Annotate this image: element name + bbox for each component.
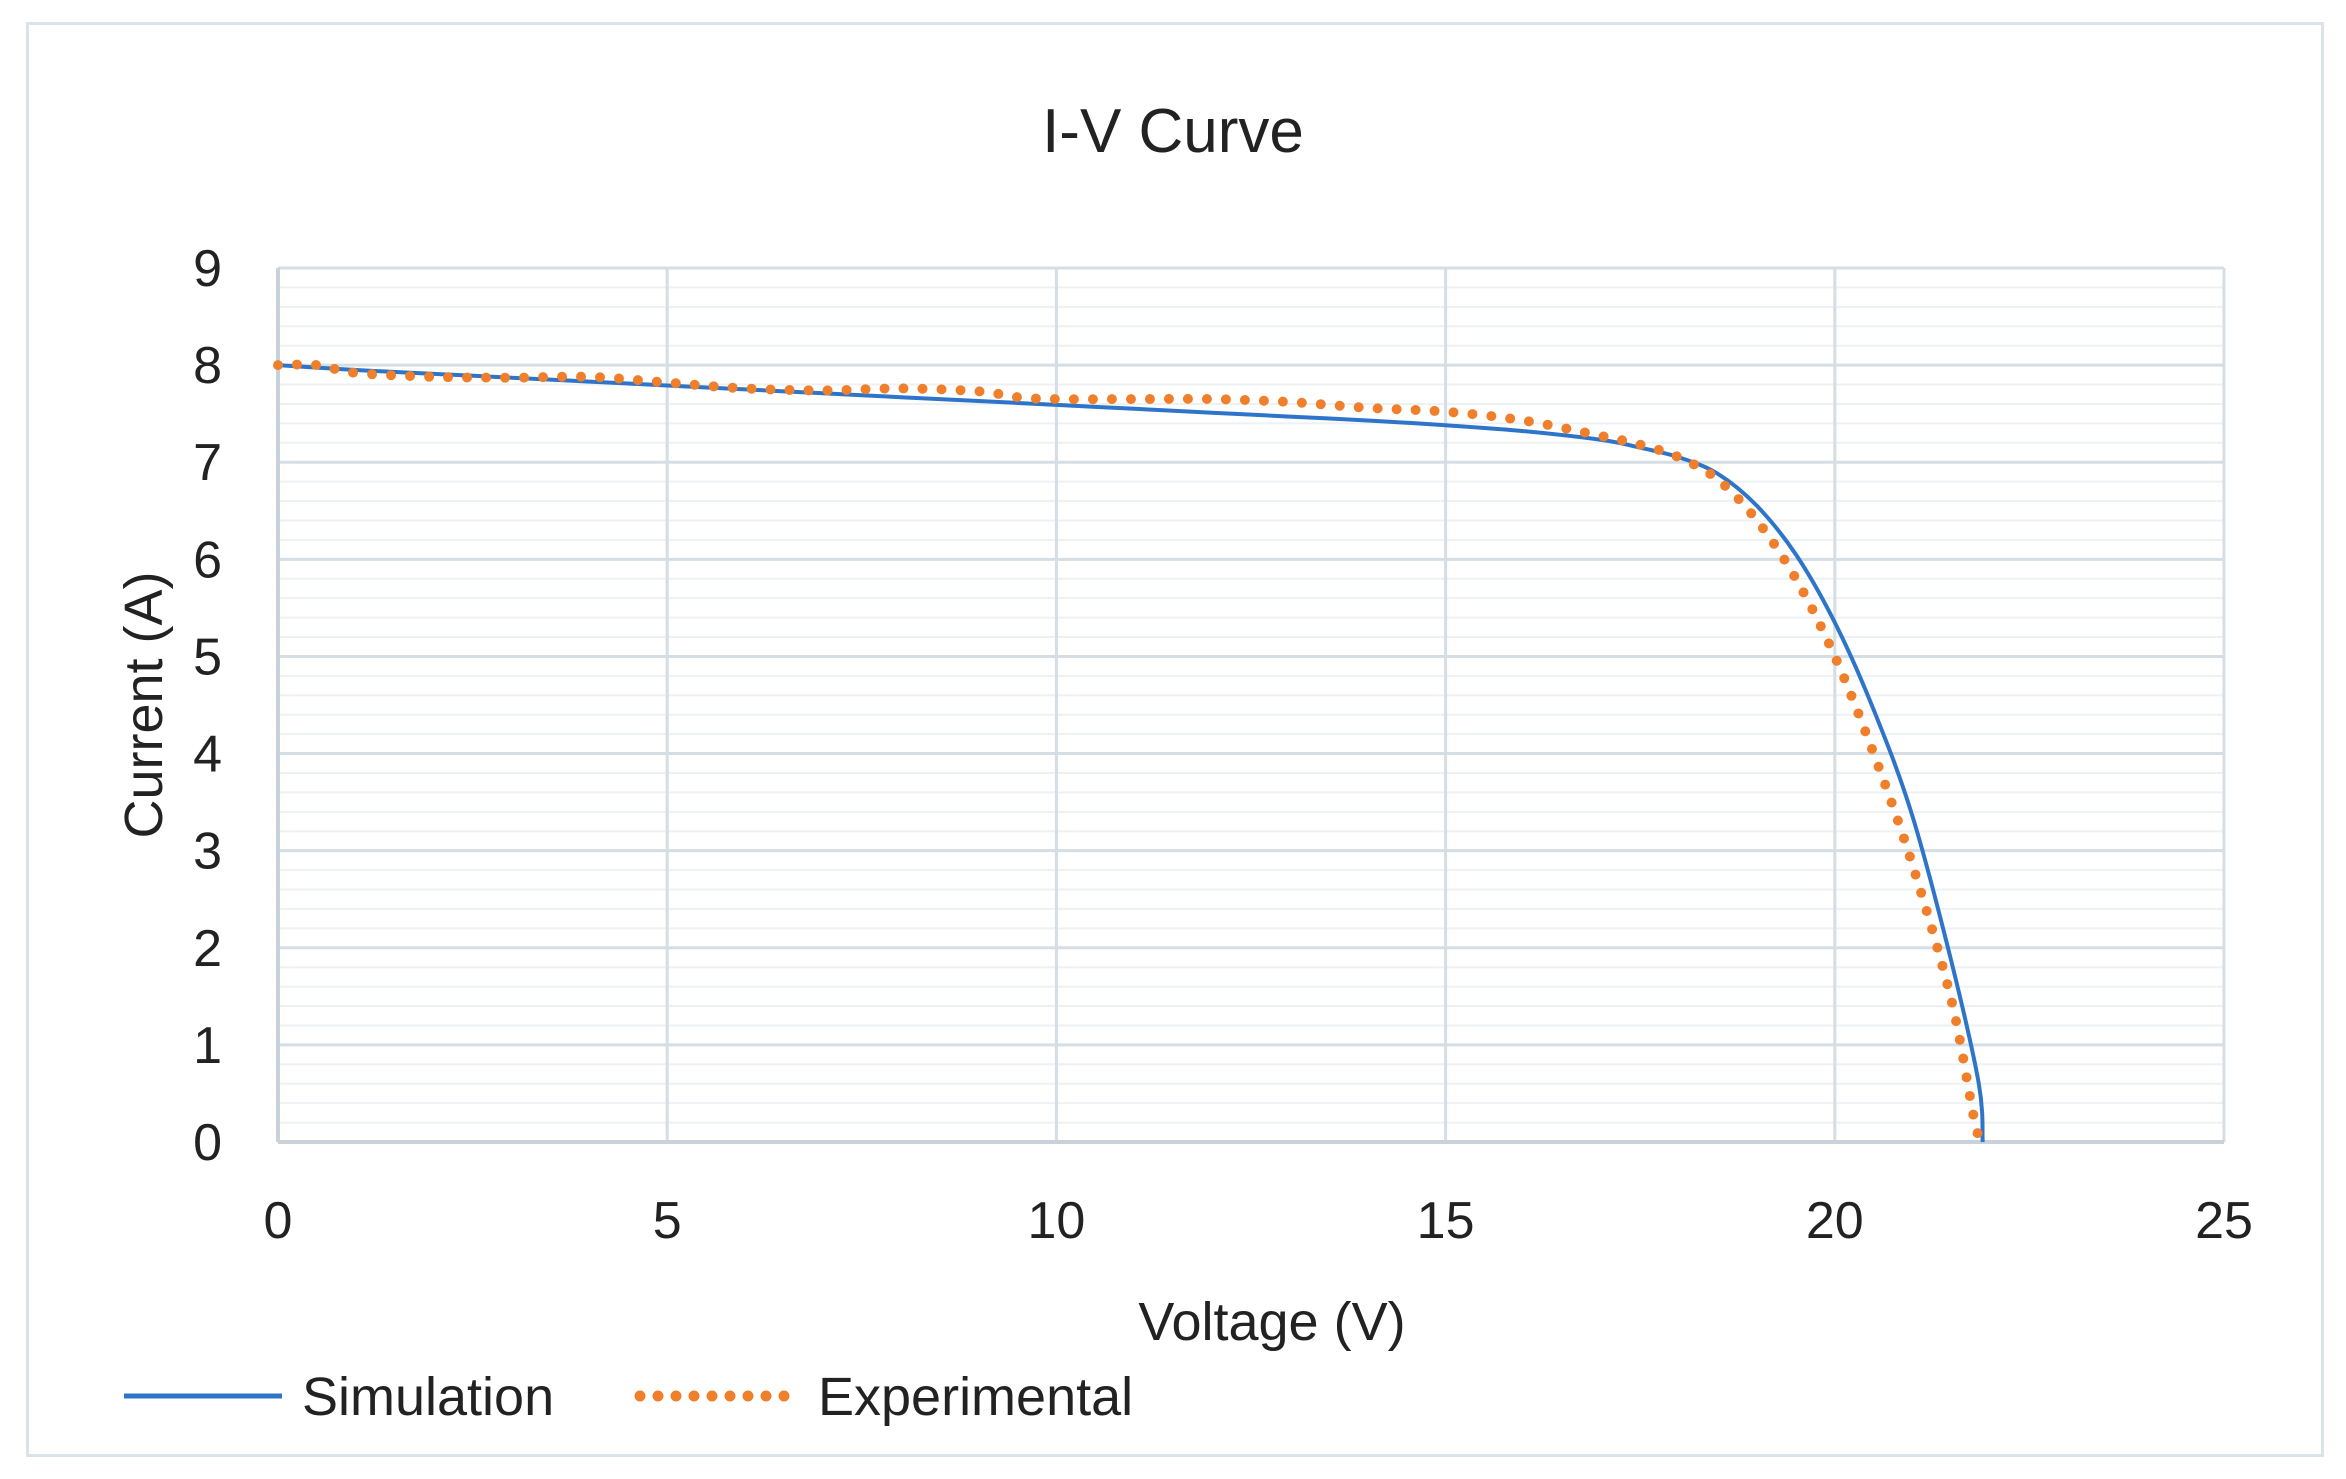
x-tick-label: 20 <box>1806 1192 1864 1250</box>
legend: Simulation Experimental <box>124 1367 1133 1427</box>
minor-gridlines <box>278 286 2224 1124</box>
y-tick-label: 5 <box>193 628 222 686</box>
series-layer <box>273 359 1988 1147</box>
y-axis-title: Current (A) <box>114 571 174 838</box>
plot-background <box>278 268 2224 1142</box>
chart-title: I-V Curve <box>1042 97 1304 166</box>
x-axis-title: Voltage (V) <box>1138 1292 1405 1352</box>
plot-area <box>273 266 2226 1147</box>
y-tick-label: 4 <box>193 726 222 784</box>
legend-item-simulation: Simulation <box>124 1367 554 1427</box>
y-tick-label: 3 <box>193 823 222 881</box>
y-tick-label: 7 <box>193 434 222 492</box>
x-tick-label: 15 <box>1417 1192 1475 1250</box>
y-tick-label: 8 <box>193 337 222 395</box>
series-line-experimental <box>273 359 1988 1147</box>
y-tick-label: 6 <box>193 531 222 589</box>
x-axis-tick-labels: 0 5 10 15 20 25 <box>264 1192 2253 1250</box>
y-tick-label: 9 <box>193 240 222 298</box>
legend-label-simulation: Simulation <box>302 1367 554 1427</box>
x-tick-label: 0 <box>264 1192 293 1250</box>
legend-item-experimental: Experimental <box>634 1367 1133 1427</box>
series-line-simulation <box>277 363 1985 1143</box>
y-tick-label: 2 <box>193 920 222 978</box>
y-tick-label: 0 <box>193 1114 222 1172</box>
x-tick-label: 25 <box>2195 1192 2253 1250</box>
legend-label-experimental: Experimental <box>818 1367 1133 1427</box>
axes <box>276 268 2224 1144</box>
x-tick-label: 5 <box>653 1192 682 1250</box>
x-tick-label: 10 <box>1027 1192 1085 1250</box>
y-axis-tick-labels: 0 1 2 3 4 5 6 7 8 9 <box>193 240 222 1172</box>
y-tick-label: 1 <box>193 1017 222 1075</box>
